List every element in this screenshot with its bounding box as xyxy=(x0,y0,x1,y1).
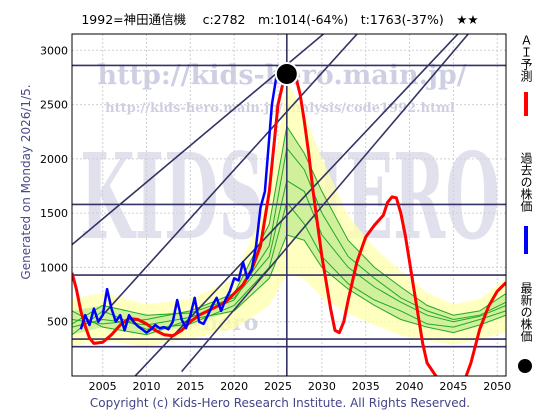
x-tick-label: 2040 xyxy=(396,380,424,393)
x-tick-label: 2045 xyxy=(439,380,467,393)
trend-line xyxy=(72,34,325,246)
trend-line xyxy=(102,34,359,316)
legend-latest-price-label: 最新の株価 xyxy=(519,282,533,342)
ensemble-line xyxy=(72,179,506,325)
legend-past-price-label: 過去の株価 xyxy=(519,152,533,212)
x-tick-label: 2035 xyxy=(352,380,380,393)
y-tick-label: 1000 xyxy=(40,261,68,274)
trend-line xyxy=(180,34,470,373)
x-tick-label: 2010 xyxy=(133,380,161,393)
x-tick-label: 2025 xyxy=(264,380,292,393)
legend-ai-forecast-label: ＡＩ予測 xyxy=(519,34,533,82)
ai-forecast-line xyxy=(72,65,506,376)
legend-ai-forecast: ＡＩ予測 xyxy=(512,34,542,134)
copyright-footer: Copyright (c) Kids-Hero Research Institu… xyxy=(89,396,471,410)
x-tick-label: 2030 xyxy=(308,380,336,393)
trend-line xyxy=(134,34,459,376)
legend-ai-forecast-swatch xyxy=(524,92,528,116)
y-tick-label: 2000 xyxy=(40,153,68,166)
x-tick-label: 2050 xyxy=(483,380,511,393)
y-tick-label: 500 xyxy=(47,316,68,329)
past-price-line xyxy=(79,65,286,334)
ensemble-band xyxy=(72,126,506,335)
legend-latest-price-marker xyxy=(518,359,532,373)
y-tick-label: 1500 xyxy=(40,207,68,220)
y-tick-label: 3000 xyxy=(40,44,68,57)
latest-price-marker xyxy=(274,61,299,86)
legend-past-price: 過去の株価 xyxy=(512,152,542,262)
x-tick-label: 2005 xyxy=(89,380,117,393)
chart-title: 1992=神田通信機 c:2782 m:1014(-64%) t:1763(-3… xyxy=(81,12,479,27)
x-tick-label: 2020 xyxy=(220,380,248,393)
legend-latest-price: 最新の株価 xyxy=(512,282,542,382)
ensemble-line xyxy=(72,124,506,325)
x-tick-label: 2015 xyxy=(176,380,204,393)
generated-date-label: Generated on Monday 2026/1/5. xyxy=(19,84,33,280)
plot-frame xyxy=(71,33,507,377)
watermark-url-sub: http://kids-hero.main.jp/analysis/code19… xyxy=(105,101,455,116)
y-tick-label: 2500 xyxy=(40,99,68,112)
legend-past-price-swatch xyxy=(524,226,528,254)
